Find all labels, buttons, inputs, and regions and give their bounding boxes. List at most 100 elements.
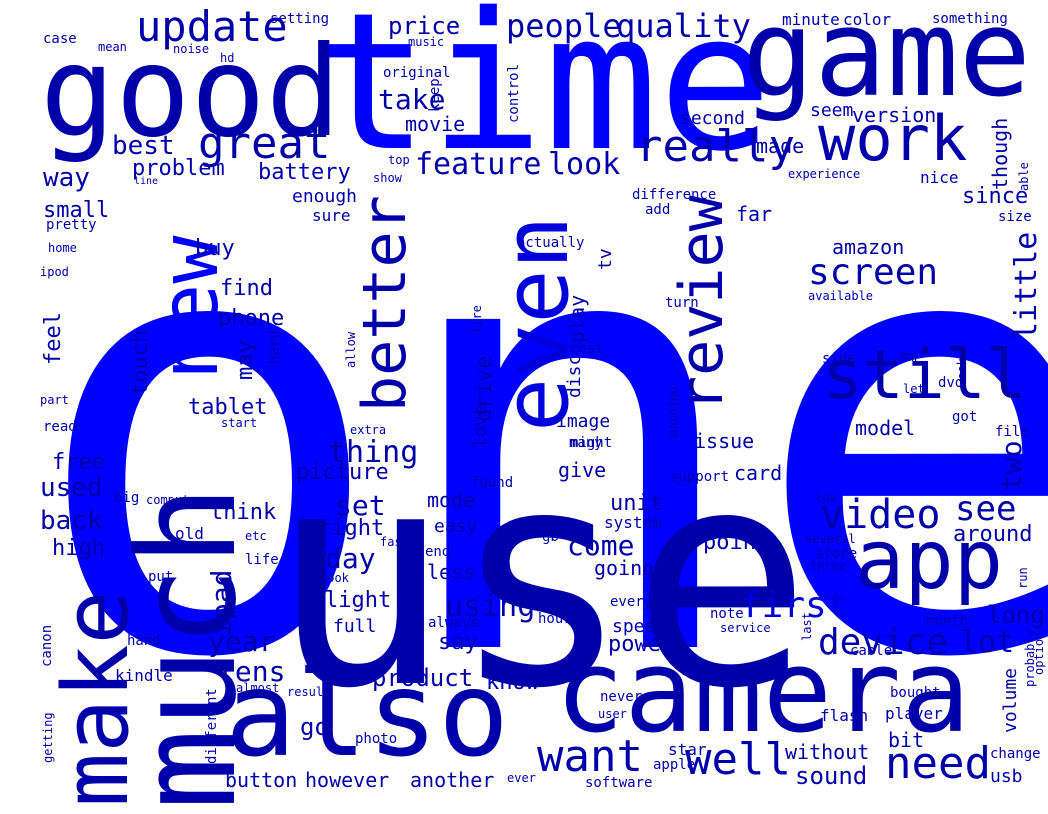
word-second: second bbox=[680, 108, 746, 129]
word-hand: hand bbox=[127, 633, 161, 649]
word-minute: minute bbox=[782, 10, 840, 29]
word-original: original bbox=[383, 65, 451, 81]
word-light: light bbox=[325, 588, 392, 613]
word-good: good bbox=[40, 20, 342, 165]
word-without: without bbox=[785, 740, 870, 764]
word-bit: bit bbox=[888, 728, 925, 752]
word-control: control bbox=[506, 63, 522, 123]
word-system: system bbox=[604, 513, 662, 532]
word-ipod: ipod bbox=[40, 265, 69, 279]
word-buy: buy bbox=[195, 236, 235, 261]
word-able: able bbox=[1017, 162, 1031, 191]
word-machine: machine bbox=[667, 386, 681, 437]
word-speed: speed bbox=[612, 616, 667, 637]
word-found: found bbox=[471, 475, 514, 491]
word-feel: feel bbox=[41, 312, 66, 365]
word-feature: feature bbox=[415, 147, 542, 182]
word-different: different bbox=[204, 688, 220, 764]
word-cost: cost bbox=[570, 341, 604, 357]
word-flash: flash bbox=[820, 706, 869, 725]
word-hour: hour bbox=[538, 611, 572, 627]
word-screen: screen bbox=[808, 252, 939, 293]
word-look: look bbox=[548, 147, 621, 182]
word-image: image bbox=[556, 411, 611, 432]
word-many: many bbox=[569, 435, 603, 451]
word-etc: etc bbox=[245, 529, 267, 543]
word-issue: issue bbox=[694, 429, 755, 453]
word-use: use bbox=[270, 405, 812, 754]
word-long: long bbox=[987, 601, 1045, 629]
word-fast: fast bbox=[380, 535, 409, 549]
word-hard: hard bbox=[267, 330, 283, 364]
word-side: side bbox=[822, 351, 856, 367]
word-big: big bbox=[114, 490, 140, 506]
word-got: got bbox=[952, 409, 978, 425]
word-right: right bbox=[318, 516, 385, 541]
word-kindle: kindle bbox=[115, 666, 173, 685]
word-sound: sound bbox=[795, 762, 868, 790]
word-want: want bbox=[537, 731, 643, 782]
word-point: point bbox=[703, 530, 770, 555]
word-photo: photo bbox=[355, 731, 398, 747]
word-always: always bbox=[428, 615, 479, 631]
word-tv: tv bbox=[595, 248, 616, 270]
word-time: time bbox=[315, 0, 773, 193]
word-volume: volume bbox=[1000, 667, 1021, 733]
word-lot: lot bbox=[960, 625, 1015, 660]
word-option: option bbox=[1032, 631, 1046, 675]
word-life: life bbox=[245, 552, 279, 568]
word-case: case bbox=[43, 31, 77, 47]
word-come: come bbox=[567, 529, 635, 562]
word-picture: picture bbox=[296, 460, 389, 485]
word-also: also bbox=[225, 645, 510, 783]
word-best: best bbox=[112, 131, 175, 161]
word-find: find bbox=[220, 276, 273, 301]
word-back: back bbox=[40, 506, 103, 536]
word-setting: setting bbox=[270, 11, 330, 27]
word-free: free bbox=[52, 450, 105, 475]
word-canon: canon bbox=[39, 624, 55, 667]
word-though: though bbox=[988, 117, 1012, 190]
word-battery: battery bbox=[258, 160, 351, 185]
word-touch: touch bbox=[128, 329, 153, 396]
word-line: line bbox=[134, 176, 159, 187]
word-game: game bbox=[742, 0, 1031, 124]
word-service: service bbox=[720, 621, 771, 635]
word-part: part bbox=[40, 393, 69, 407]
word-actually: actually bbox=[517, 235, 585, 251]
word-extra: extra bbox=[350, 423, 387, 437]
word-easy: easy bbox=[434, 516, 478, 537]
word-never: never bbox=[600, 689, 643, 705]
word-almost: almost bbox=[236, 681, 280, 695]
word-app: app bbox=[855, 513, 1004, 608]
word-apple: apple bbox=[653, 757, 696, 773]
word-say: say bbox=[438, 630, 478, 655]
word-store: store bbox=[815, 546, 858, 562]
word-amazon: amazon bbox=[832, 235, 905, 259]
word-full: full bbox=[333, 616, 377, 637]
word-may: may bbox=[233, 340, 258, 380]
word-model: model bbox=[855, 416, 916, 440]
word-music: music bbox=[408, 35, 445, 49]
word-dvd: dvd bbox=[938, 375, 964, 391]
word-video: video bbox=[820, 492, 941, 538]
word-turn: turn bbox=[665, 295, 699, 311]
word-better: better bbox=[350, 195, 420, 412]
word-pretty: pretty bbox=[46, 217, 97, 233]
word-old: old bbox=[175, 524, 204, 543]
word-getting: getting bbox=[41, 712, 55, 763]
word-little: little bbox=[1009, 231, 1044, 340]
word-seem: seem bbox=[810, 100, 854, 121]
word-camera: camera bbox=[555, 625, 971, 759]
word-home: home bbox=[48, 241, 77, 255]
word-size: size bbox=[998, 209, 1032, 225]
word-need: need bbox=[885, 738, 991, 789]
word-software: software bbox=[585, 775, 653, 791]
word-top: top bbox=[388, 153, 410, 167]
word-quality: quality bbox=[616, 7, 751, 45]
word-way: way bbox=[43, 163, 90, 193]
word-enough: enough bbox=[292, 186, 358, 207]
word-using: using bbox=[445, 589, 536, 624]
word-know: know bbox=[486, 670, 539, 695]
word-ever: ever bbox=[507, 771, 536, 785]
